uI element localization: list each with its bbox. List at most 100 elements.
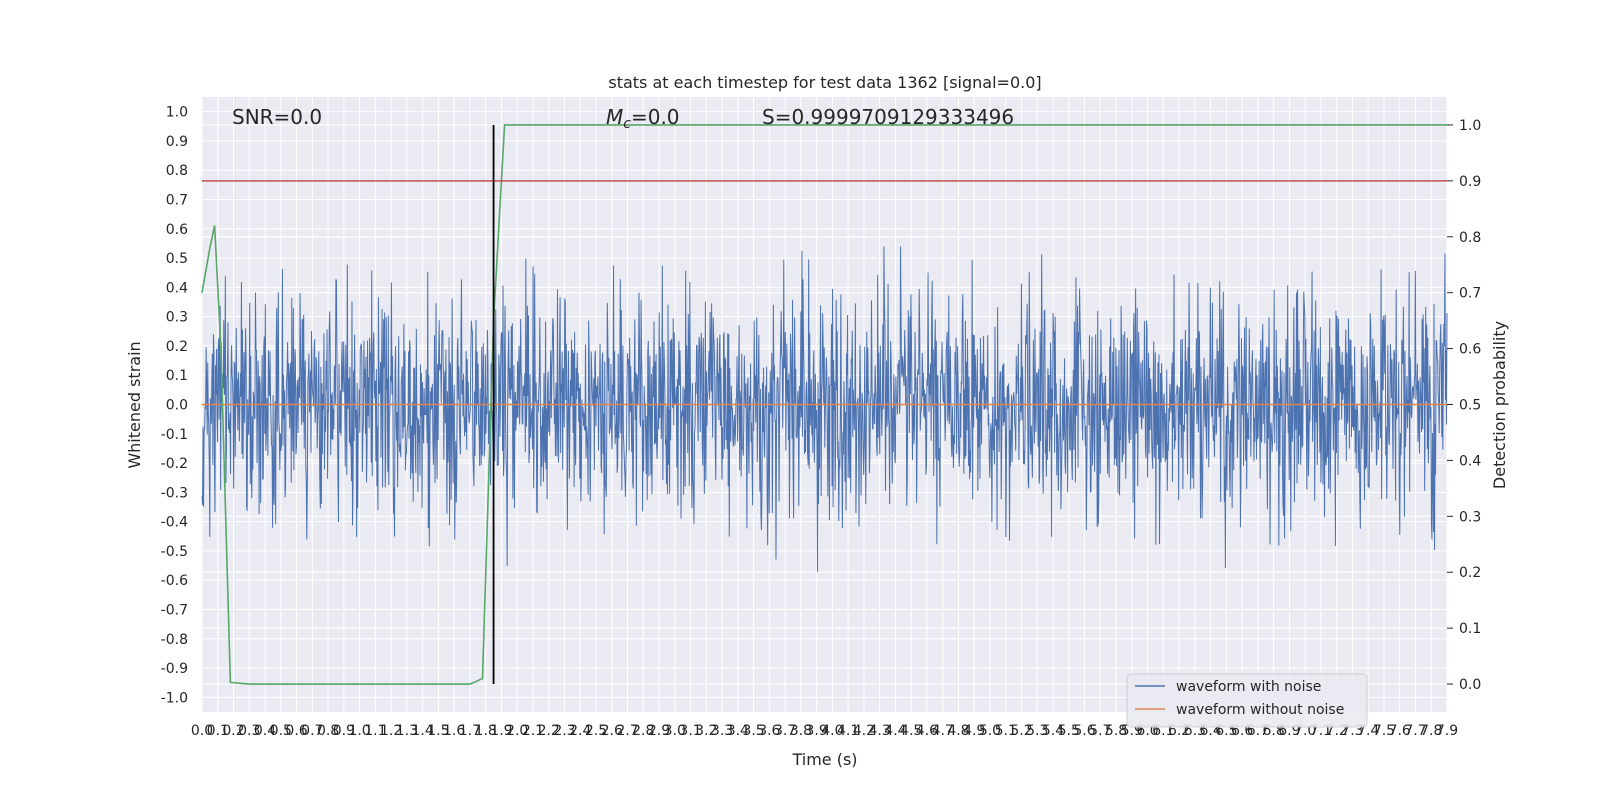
left-y-tick-label: 0.8	[166, 163, 188, 179]
x-tick-label: 4.8	[947, 723, 969, 739]
legend: waveform with noise waveform without noi…	[1126, 673, 1368, 728]
x-tick-label: 1.9	[490, 723, 512, 739]
right-y-tick-label: 0.5	[1459, 398, 1481, 414]
left-y-tick-label: 1.0	[166, 105, 188, 121]
chirp-mass-annotation: Mc=0.0	[606, 105, 680, 132]
legend-label-clean: waveform without noise	[1176, 702, 1344, 718]
noisy-waveform-series	[201, 246, 1448, 572]
x-tick-label: 2.8	[632, 723, 654, 739]
x-tick-label: 1.0	[348, 723, 370, 739]
x-tick-label: 2.2	[538, 723, 560, 739]
x-tick-label: 1.6	[443, 723, 465, 739]
x-tick-label: 1.5	[427, 723, 449, 739]
chart-title: stats at each timestep for test data 136…	[608, 73, 1041, 92]
left-y-tick-label: 0.9	[166, 134, 188, 150]
right-y-tick-label: 0.6	[1459, 342, 1481, 358]
x-tick-label: 1.7	[459, 723, 481, 739]
x-tick-label: 5.8	[1105, 723, 1127, 739]
x-tick-label: 3.3	[711, 723, 733, 739]
score-annotation: S=0.9999709129333496	[762, 105, 1014, 129]
right-y-tick-labels: 1.0 0.9 0.8 0.7 0.6 0.5 0.4 0.3 0.2 0.1 0.0	[1447, 118, 1481, 693]
x-tick-label: 0.1	[207, 723, 229, 739]
left-y-tick-label: 0.3	[166, 310, 188, 326]
noisy-waveform-line	[201, 246, 1448, 572]
x-tick-label: 0.7	[301, 723, 323, 739]
right-y-axis-label: Detection probability	[1490, 321, 1509, 489]
left-y-tick-label: 0.7	[166, 193, 188, 209]
x-tick-label: 0.6	[285, 723, 307, 739]
x-tick-label: 4.5	[900, 723, 922, 739]
x-axis-label: Time (s)	[791, 750, 857, 769]
right-y-tick-label: 0.4	[1459, 453, 1481, 469]
right-y-tick-label: 0.2	[1459, 565, 1481, 581]
x-tick-label: 4.7	[932, 723, 954, 739]
x-tick-label: 0.2	[222, 723, 244, 739]
x-tick-label: 4.4	[884, 723, 906, 739]
right-y-tick-label: 0.0	[1459, 677, 1481, 693]
x-tick-label: 3.8	[790, 723, 812, 739]
x-tick-label: 2.9	[648, 723, 670, 739]
x-tick-label: 3.7	[774, 723, 796, 739]
x-tick-label: 0.5	[270, 723, 292, 739]
x-tick-label: 0.9	[333, 723, 355, 739]
x-tick-label: 0.3	[238, 723, 260, 739]
x-tick-label: 7.8	[1420, 723, 1442, 739]
left-y-tick-label: -0.8	[161, 632, 188, 648]
x-tick-label: 5.1	[995, 723, 1017, 739]
x-tick-label: 4.3	[869, 723, 891, 739]
left-y-tick-label: -0.2	[161, 456, 188, 472]
left-y-tick-label: 0.2	[166, 339, 188, 355]
left-y-tick-label: -0.1	[161, 427, 188, 443]
left-y-tick-label: 0.1	[166, 368, 188, 384]
left-y-tick-label: 0.4	[166, 280, 188, 296]
left-y-tick-label: -0.6	[161, 573, 188, 589]
x-tick-label: 2.6	[601, 723, 623, 739]
left-y-tick-label: -0.9	[161, 661, 188, 677]
right-y-tick-label: 1.0	[1459, 118, 1481, 134]
x-tick-label: 4.6	[916, 723, 938, 739]
x-tick-label: 1.8	[475, 723, 497, 739]
x-tick-label: 1.4	[412, 723, 434, 739]
x-tick-label: 0.4	[254, 723, 276, 739]
x-tick-label: 2.3	[553, 723, 575, 739]
x-tick-label: 7.9	[1436, 723, 1458, 739]
x-tick-label: 1.3	[396, 723, 418, 739]
x-tick-label: 2.5	[585, 723, 607, 739]
x-tick-label: 3.4	[727, 723, 749, 739]
x-tick-label: 4.2	[853, 723, 875, 739]
x-tick-label: 5.3	[1026, 723, 1048, 739]
left-y-tick-label: -1.0	[161, 690, 188, 706]
x-tick-label: 7.7	[1404, 723, 1426, 739]
x-tick-label: 4.9	[963, 723, 985, 739]
x-tick-label: 0.0	[191, 723, 213, 739]
x-tick-label: 7.6	[1389, 723, 1411, 739]
x-tick-label: 3.6	[758, 723, 780, 739]
x-tick-label: 5.0	[979, 723, 1001, 739]
x-tick-label: 1.1	[364, 723, 386, 739]
left-y-axis-label: Whitened strain	[125, 341, 144, 468]
x-tick-label: 1.2	[380, 723, 402, 739]
right-y-tick-label: 0.1	[1459, 621, 1481, 637]
x-tick-label: 4.0	[821, 723, 843, 739]
legend-box	[1126, 673, 1368, 728]
x-tick-label: 2.7	[616, 723, 638, 739]
right-y-tick-label: 0.7	[1459, 286, 1481, 302]
left-y-tick-label: -0.7	[161, 603, 188, 619]
x-tick-label: 3.2	[695, 723, 717, 739]
x-tick-label: 3.5	[742, 723, 764, 739]
left-y-tick-label: 0.6	[166, 222, 188, 238]
snr-annotation: SNR=0.0	[232, 105, 322, 129]
left-y-tick-label: -0.3	[161, 485, 188, 501]
detection-probability-line	[201, 124, 1447, 685]
x-tick-label: 3.9	[805, 723, 827, 739]
left-y-tick-label: 0.5	[166, 251, 188, 267]
x-tick-label: 5.4	[1042, 723, 1064, 739]
x-tick-label: 5.6	[1073, 723, 1095, 739]
detection-probability-series	[201, 124, 1447, 685]
right-y-tick-label: 0.9	[1459, 174, 1481, 190]
right-y-tick-label: 0.3	[1459, 509, 1481, 525]
x-tick-label: 5.5	[1058, 723, 1080, 739]
x-tick-label: 0.8	[317, 723, 339, 739]
x-tick-label: 3.1	[679, 723, 701, 739]
